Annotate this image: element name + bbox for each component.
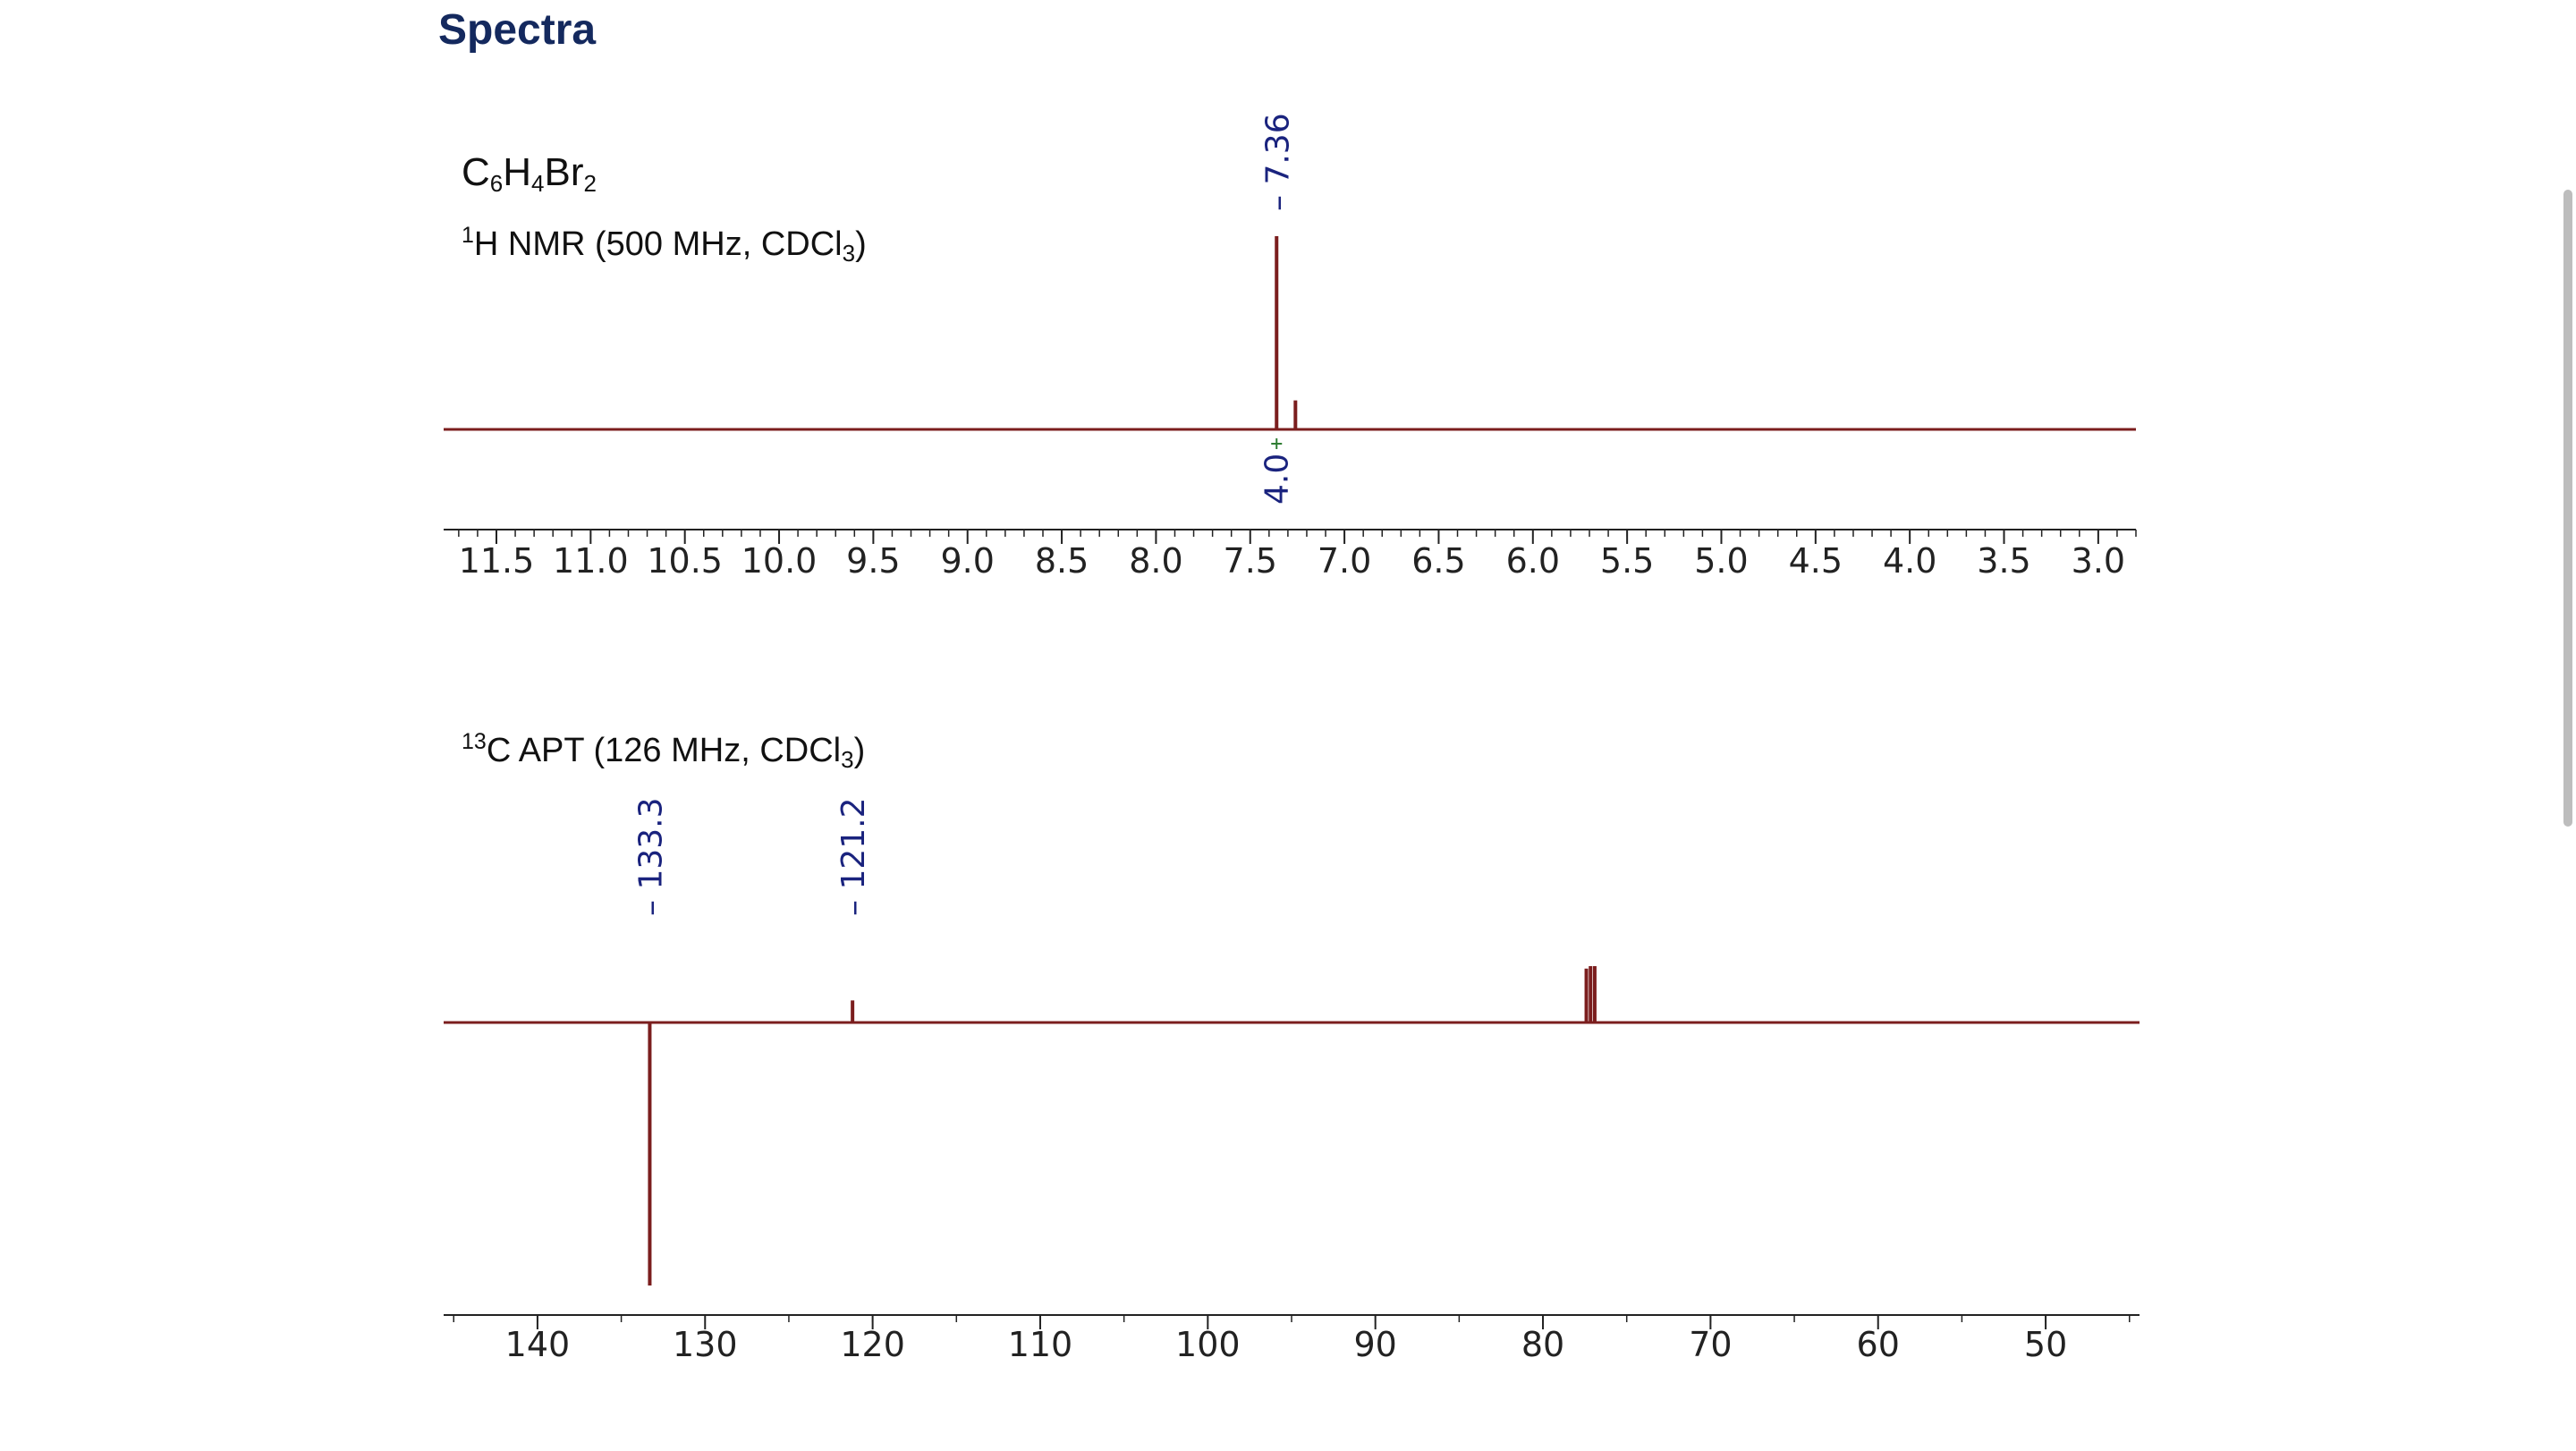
c-apt-tick-label: 50 xyxy=(2024,1325,2067,1364)
c-apt-tick-label: 110 xyxy=(1008,1325,1073,1364)
c-apt-peak-label: – 121.2 xyxy=(835,797,872,916)
c-apt-peak-label: – 133.3 xyxy=(632,797,669,916)
h-nmr-label: 1H NMR (500 MHz, CDCl3) xyxy=(462,223,867,267)
h-nmr-tick-label: 7.5 xyxy=(1224,541,1277,581)
c-apt-tick-label: 80 xyxy=(1521,1325,1564,1364)
h-nmr-tick-label: 11.5 xyxy=(459,541,535,581)
formula-element-c: C xyxy=(462,150,490,194)
c-apt-tick-label: 100 xyxy=(1175,1325,1241,1364)
c-apt-label-close: ) xyxy=(853,732,866,769)
c-apt-tick-label: 60 xyxy=(1857,1325,1900,1364)
h-nmr-label-subscript: 3 xyxy=(842,240,856,267)
h-nmr-tick-label: 10.5 xyxy=(647,541,723,581)
compound-formula: C6H4Br2 xyxy=(462,150,597,195)
h-nmr-tick-label: 10.0 xyxy=(741,541,818,581)
scrollbar-thumb[interactable] xyxy=(2563,190,2572,827)
h-nmr-tick-label: 4.5 xyxy=(1789,541,1843,581)
formula-count-h: 4 xyxy=(531,170,545,197)
h-nmr-tick-label: 9.5 xyxy=(846,541,900,581)
h-nmr-tick-label: 4.0 xyxy=(1883,541,1936,581)
c-apt-tick-label: 130 xyxy=(673,1325,738,1364)
formula-element-br: Br xyxy=(544,150,584,194)
formula-count-c: 6 xyxy=(489,170,504,197)
h-nmr-label-close: ) xyxy=(855,225,867,263)
h-nmr-tick-label: 9.0 xyxy=(941,541,995,581)
formula-count-br: 2 xyxy=(583,170,597,197)
h-nmr-tick-label: 7.0 xyxy=(1318,541,1371,581)
c-apt-plot: 140 130 120 110 100 90 80 70 60 50 – 133.3 – 121.2 xyxy=(444,797,2140,1364)
h-nmr-tick-label: 5.0 xyxy=(1694,541,1748,581)
h-nmr-tick-label: 3.0 xyxy=(2072,541,2125,581)
h-nmr-tick-label: 3.5 xyxy=(1977,541,2030,581)
h-nmr-label-text: H NMR (500 MHz, CDCl xyxy=(473,225,843,263)
c-apt-label-text: C APT (126 MHz, CDCl xyxy=(486,732,842,769)
c-apt-tick-label: 70 xyxy=(1689,1325,1732,1364)
c-apt-label: 13C APT (126 MHz, CDCl3) xyxy=(462,729,866,773)
h-nmr-plot: 11.5 11.0 10.5 10.0 9.5 9.0 8.5 8.0 7.5 7.0 6.5 6.0… xyxy=(444,113,2137,581)
h-nmr-tick-label: 8.0 xyxy=(1129,541,1182,581)
h-nmr-tick-label: 6.5 xyxy=(1411,541,1465,581)
h-nmr-tick-label: 11.0 xyxy=(553,541,629,581)
c-apt-label-subscript: 3 xyxy=(841,746,854,773)
h-nmr-tick-label: 5.5 xyxy=(1600,541,1654,581)
h-nmr-label-isotope: 1 xyxy=(462,223,474,248)
h-nmr-tick-label: 8.5 xyxy=(1035,541,1089,581)
page-title: Spectra xyxy=(438,6,597,54)
h-nmr-integral-label: 4.0 xyxy=(1258,454,1295,505)
c-apt-tick-label: 90 xyxy=(1353,1325,1396,1364)
c-apt-tick-label: 140 xyxy=(505,1325,571,1364)
h-nmr-tick-label: 6.0 xyxy=(1506,541,1560,581)
h-nmr-peak-label: – 7.36 xyxy=(1259,113,1296,211)
formula-element-h: H xyxy=(503,150,532,194)
c-apt-tick-label: 120 xyxy=(840,1325,905,1364)
c-apt-label-isotope: 13 xyxy=(462,729,487,754)
